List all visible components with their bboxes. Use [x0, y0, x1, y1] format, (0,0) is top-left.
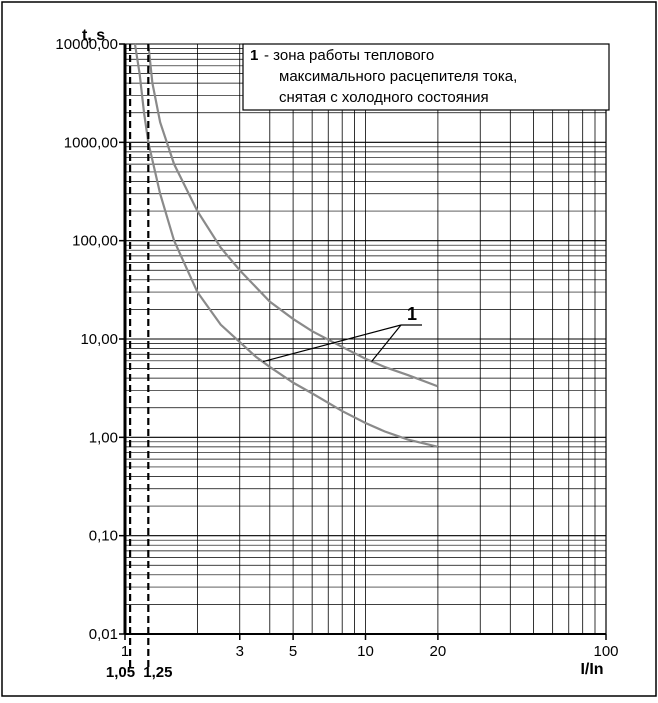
y-tick-label: 0,01	[89, 626, 118, 643]
dashed-markers	[128, 44, 150, 668]
x-special-tick-label: 1,25	[143, 664, 172, 681]
legend-line-1: - зона работы теплового	[264, 47, 434, 64]
x-axis-title: I/In	[580, 661, 603, 678]
legend-number: 1	[250, 47, 258, 64]
axes	[119, 43, 607, 640]
legend-box	[242, 43, 610, 111]
y-tick-label: 100,00	[72, 233, 118, 250]
y-axis-title: t, s	[82, 27, 105, 44]
x-tick-label: 5	[289, 643, 297, 660]
callout-number: 1	[407, 304, 417, 324]
tick-labels: 0,01 0,10 1,00 10,00 100,00 1000,00 10000,00 1 3…	[55, 36, 618, 681]
y-tick-label: 0,10	[89, 528, 118, 545]
y-tick-label: 10,00	[80, 331, 118, 348]
legend: 1 - зона работы теплового максимального …	[242, 43, 610, 111]
curve-2	[147, 43, 439, 388]
y-tick-label: 10000,00	[55, 36, 118, 53]
callout-leader-1	[262, 324, 402, 363]
x-tick-label: 3	[236, 643, 244, 660]
x-special-tick-label: 1,05	[106, 664, 135, 681]
x-tick-label: 20	[430, 643, 447, 660]
x-tick-label: 10	[357, 643, 374, 660]
x-tick-label: 100	[593, 643, 618, 660]
curve-callout: 1	[262, 304, 422, 363]
legend-line-2: максимального расцепителя тока,	[279, 68, 517, 85]
callout-leader-2	[371, 324, 402, 362]
y-tick-label: 1,00	[89, 429, 118, 446]
legend-line-3: снятая с холодного состояния	[279, 89, 489, 106]
y-tick-label: 1000,00	[64, 134, 118, 151]
x-tick-label: 1	[121, 643, 129, 660]
